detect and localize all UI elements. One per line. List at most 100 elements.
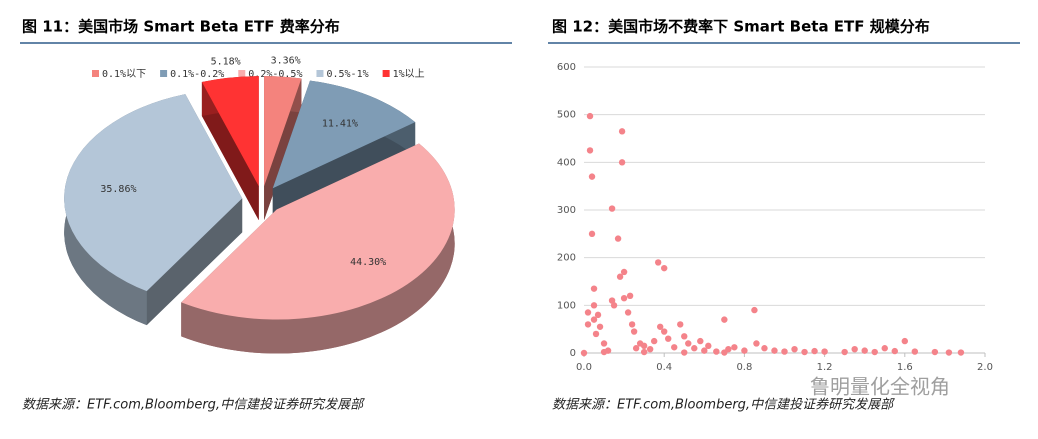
point (861, 347, 868, 354)
point (901, 337, 908, 345)
point (781, 348, 788, 355)
point (871, 348, 878, 356)
point (945, 349, 953, 356)
slice-side (201, 81, 259, 221)
x-tick-label: 0.4 (656, 362, 672, 373)
legend-swatch (92, 70, 99, 77)
point (841, 348, 848, 356)
point (713, 348, 720, 355)
point (640, 342, 648, 350)
point (691, 345, 698, 352)
point (628, 321, 636, 328)
legend-swatch (160, 70, 168, 77)
legend-label: 0.5%-1% (326, 69, 368, 80)
point (881, 345, 888, 352)
point (632, 345, 640, 352)
point (614, 235, 622, 242)
point (590, 316, 598, 323)
slice (272, 80, 416, 189)
slice (201, 76, 259, 187)
data-label: 11.41% (322, 118, 358, 129)
point (701, 347, 708, 354)
point (590, 302, 598, 309)
point (665, 335, 672, 342)
point (753, 340, 760, 347)
legend-label: 0.1%-0.2% (170, 69, 224, 80)
source: 数据来源：ETF.com,Bloomberg,中信建投证券研究发展部 (552, 397, 895, 413)
point (580, 349, 588, 357)
point (588, 173, 596, 180)
x-tick-label: 0.0 (576, 362, 592, 373)
point (791, 345, 798, 353)
x-tick-label: 0.8 (736, 362, 752, 373)
point (821, 348, 828, 355)
point (697, 337, 704, 345)
x-tick-label: 2.0 (977, 362, 993, 373)
point (610, 302, 618, 309)
slice (181, 143, 455, 320)
point (630, 328, 638, 335)
point (911, 348, 919, 355)
point (654, 259, 662, 266)
point (616, 273, 624, 280)
y-tick-label: 300 (557, 205, 576, 216)
point (811, 347, 818, 355)
point (685, 340, 692, 347)
point (721, 316, 728, 323)
point (620, 268, 628, 276)
point (801, 348, 808, 356)
y-tick-label: 100 (557, 300, 576, 311)
watermark: 鲁明量化全视角 (810, 375, 950, 399)
y-tick-label: 200 (557, 253, 576, 264)
point (771, 347, 778, 354)
legend-swatch (238, 70, 246, 77)
legend-label: 1%以上 (393, 68, 425, 80)
point (600, 340, 608, 347)
y-tick-label: 400 (557, 157, 576, 168)
slice (264, 76, 302, 187)
point (705, 342, 712, 350)
slice-side (181, 143, 455, 354)
point (620, 294, 628, 302)
legend-label: 0.1%以下 (102, 69, 146, 80)
point (596, 323, 604, 330)
chart-title: 图 12：美国市场不费率下 Smart Beta ETF 规模分布 (552, 18, 930, 36)
data-label: 35.86% (100, 184, 136, 195)
point (677, 321, 684, 328)
point (624, 309, 632, 316)
point (751, 306, 758, 314)
y-tick-label: 0 (570, 348, 576, 359)
point (592, 330, 600, 338)
point (586, 147, 594, 154)
point (681, 349, 688, 356)
point (891, 347, 898, 355)
point (588, 230, 596, 238)
point (608, 205, 616, 212)
point (626, 292, 634, 299)
pie-chart: 0.1%以下 0.1%-0.2% 0.2%-0.5% 0.5%-1% 1%以上 3.36%… (64, 55, 455, 354)
point (761, 345, 768, 352)
x-tick-label: 1.6 (897, 362, 913, 373)
legend-label: 0.2%-0.5% (248, 69, 302, 80)
point (661, 264, 668, 272)
point (671, 344, 678, 351)
point (661, 328, 668, 335)
legend-swatch (382, 70, 390, 77)
slice-side (264, 78, 302, 221)
point (640, 348, 648, 356)
source: 数据来源：ETF.com,Bloomberg,中信建投证券研究发展部 (22, 397, 365, 413)
point (650, 337, 658, 345)
chart-title: 图 11：美国市场 Smart Beta ETF 费率分布 (22, 18, 340, 36)
legend-swatch (316, 70, 324, 77)
point (618, 159, 626, 166)
point (741, 347, 748, 354)
point (584, 309, 592, 316)
y-tick-label: 500 (557, 110, 576, 121)
data-label: 44.30% (350, 257, 386, 268)
point (851, 345, 858, 353)
point (731, 344, 738, 351)
point (931, 348, 939, 356)
point (584, 321, 592, 328)
scatter-chart: 0 100 200 300 400 500 600 0.0 0.4 0.8 1.2 1.6 2.0 (557, 62, 993, 373)
